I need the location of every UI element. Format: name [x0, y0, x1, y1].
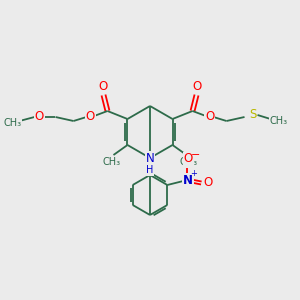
Text: O: O	[204, 176, 213, 190]
Text: N: N	[146, 152, 154, 164]
Text: S: S	[249, 109, 256, 122]
Text: O: O	[86, 110, 95, 124]
Text: CH₃: CH₃	[269, 116, 288, 126]
Text: H: H	[146, 165, 154, 175]
Text: −: −	[190, 150, 200, 160]
Text: O: O	[205, 110, 214, 124]
Text: CH₃: CH₃	[179, 157, 198, 167]
Text: O: O	[99, 80, 108, 94]
Text: N: N	[183, 173, 193, 187]
Text: O: O	[192, 80, 201, 94]
Text: CH₃: CH₃	[3, 118, 22, 128]
Text: +: +	[190, 169, 197, 178]
Text: O: O	[35, 110, 44, 124]
Text: O: O	[184, 152, 193, 166]
Text: CH₃: CH₃	[102, 157, 121, 167]
